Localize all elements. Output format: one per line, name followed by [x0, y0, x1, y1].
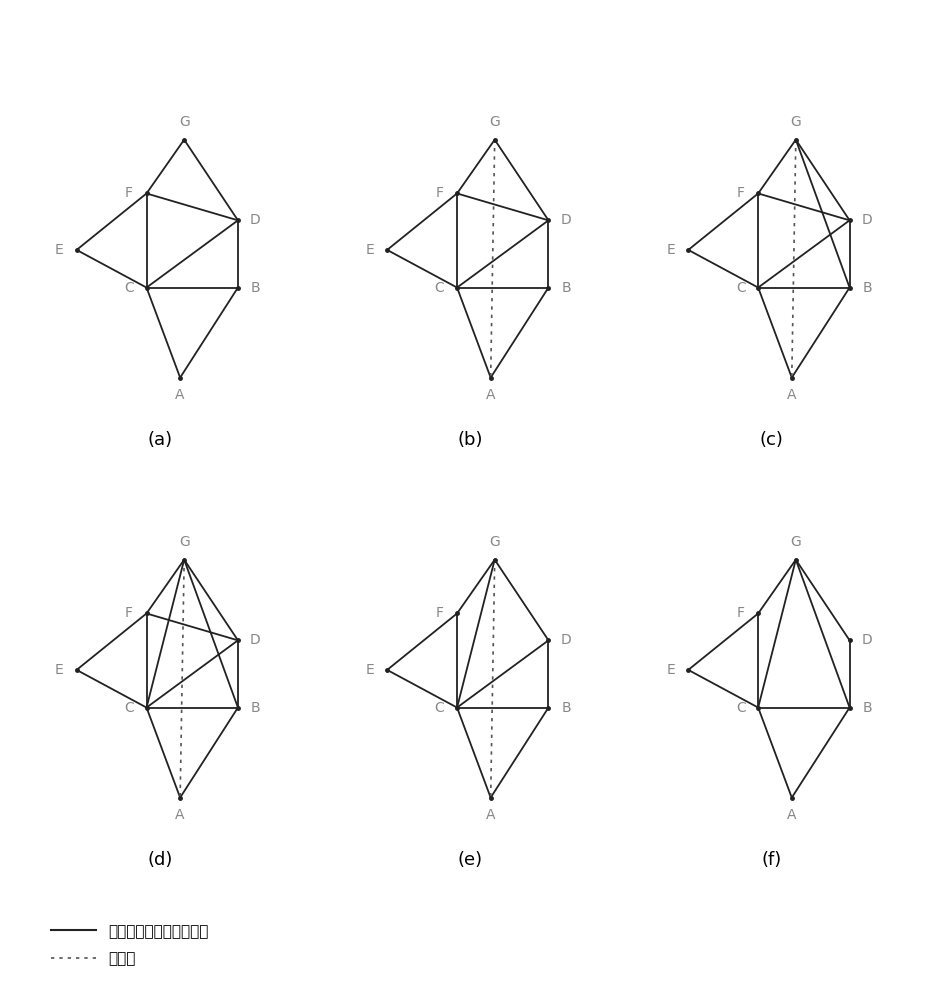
Text: F: F	[436, 606, 443, 620]
Text: (d): (d)	[148, 851, 172, 869]
Text: (c): (c)	[759, 431, 784, 449]
Text: E: E	[666, 243, 676, 257]
Text: E: E	[365, 663, 375, 677]
Text: A: A	[175, 388, 184, 402]
Text: F: F	[737, 606, 744, 620]
Text: G: G	[179, 115, 189, 129]
Text: A: A	[486, 808, 495, 822]
Text: (b): (b)	[457, 431, 484, 449]
Text: G: G	[489, 535, 500, 549]
Text: C: C	[124, 281, 134, 295]
Text: D: D	[561, 633, 571, 647]
Text: A: A	[787, 808, 796, 822]
Text: G: G	[790, 115, 801, 129]
Text: A: A	[486, 388, 495, 402]
Text: B: B	[250, 281, 261, 295]
Text: A: A	[787, 388, 796, 402]
Text: G: G	[489, 115, 500, 129]
Text: B: B	[561, 701, 571, 715]
Text: D: D	[250, 633, 261, 647]
Text: B: B	[862, 281, 872, 295]
Text: G: G	[790, 535, 801, 549]
Text: D: D	[561, 213, 571, 227]
Text: D: D	[862, 633, 872, 647]
Text: C: C	[736, 701, 745, 715]
Text: E: E	[55, 663, 64, 677]
Text: B: B	[561, 281, 571, 295]
Text: C: C	[435, 701, 444, 715]
Text: C: C	[736, 281, 745, 295]
Text: (e): (e)	[458, 851, 483, 869]
Text: E: E	[666, 663, 676, 677]
Text: (f): (f)	[761, 851, 782, 869]
Text: B: B	[250, 701, 261, 715]
Text: F: F	[125, 606, 133, 620]
Text: G: G	[179, 535, 189, 549]
Text: C: C	[435, 281, 444, 295]
Text: B: B	[862, 701, 872, 715]
Text: D: D	[250, 213, 261, 227]
Text: D: D	[862, 213, 872, 227]
Text: A: A	[175, 808, 184, 822]
Text: E: E	[365, 243, 375, 257]
Text: C: C	[124, 701, 134, 715]
Legend: 三角划分形成的三角形边, 约束边: 三角划分形成的三角形边, 约束边	[44, 918, 215, 972]
Text: E: E	[55, 243, 64, 257]
Text: F: F	[737, 186, 744, 200]
Text: F: F	[436, 186, 443, 200]
Text: (a): (a)	[148, 431, 172, 449]
Text: F: F	[125, 186, 133, 200]
